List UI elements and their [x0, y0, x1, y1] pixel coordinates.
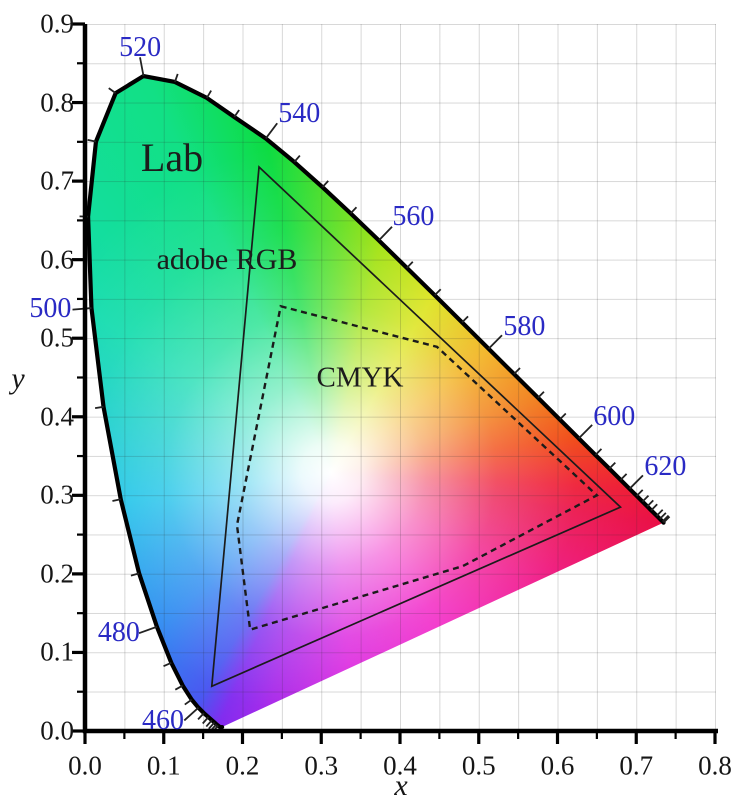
x-tick-label-0.3: 0.3 — [304, 750, 339, 781]
x-tick-label-0.2: 0.2 — [225, 750, 260, 781]
y-tick-label-0.8: 0.8 — [40, 87, 74, 118]
wavelength-tick-680 — [661, 514, 670, 523]
wavelength-tick-495 — [94, 405, 104, 409]
wavelength-tick-540 — [265, 122, 278, 139]
y-tick-label-0.6: 0.6 — [40, 244, 74, 275]
wavelength-tick-600 — [578, 424, 593, 440]
y-tick-label-0.0: 0.0 — [40, 715, 74, 746]
wavelength-tick-550 — [321, 180, 329, 188]
wavelength-tick-480 — [138, 625, 158, 635]
wavelength-tick-545 — [293, 154, 301, 163]
y-tick-label-0.3: 0.3 — [40, 479, 74, 510]
wavelength-tick-580 — [487, 334, 503, 350]
wavelength-label-540: 540 — [278, 98, 321, 130]
wavelength-tick-555 — [349, 206, 358, 215]
x-axis-label: x — [394, 769, 408, 802]
wavelength-tick-515 — [108, 87, 117, 94]
x-tick-label-0.7: 0.7 — [619, 750, 654, 781]
gamut-cmyk — [235, 304, 599, 632]
gamut-adobe-rgb — [210, 165, 623, 688]
wavelength-tick-475 — [163, 661, 172, 668]
x-tick-label-0.6: 0.6 — [540, 750, 575, 781]
wavelength-tick-450 — [202, 716, 209, 725]
y-tick-label-0.1: 0.1 — [40, 636, 74, 667]
wavelength-tick-610 — [608, 461, 616, 470]
wavelength-tick-445 — [205, 719, 213, 728]
wavelength-label-500: 500 — [29, 293, 72, 325]
wavelength-tick-640 — [650, 503, 658, 511]
wavelength-tick-530 — [206, 90, 212, 99]
wavelength-tick-605 — [594, 448, 603, 456]
wavelength-label-520: 520 — [119, 31, 162, 63]
y-tick-label-0.4: 0.4 — [40, 401, 74, 432]
wavelength-tick-625 — [636, 489, 644, 497]
wavelength-tick-440 — [208, 721, 216, 730]
wavelength-tick-565 — [406, 261, 414, 269]
wavelength-tick-575 — [461, 315, 469, 323]
wavelength-tick-630 — [641, 494, 650, 503]
wavelength-label-460: 460 — [141, 704, 184, 736]
wavelength-tick-570 — [434, 288, 442, 296]
annotation-lab: Lab — [140, 134, 204, 180]
wavelength-tick-465 — [184, 698, 193, 706]
x-tick-label-0.5: 0.5 — [461, 750, 496, 781]
wavelength-tick-520 — [139, 57, 145, 77]
x-tick-label-0.8: 0.8 — [698, 750, 732, 781]
wavelength-tick-535 — [233, 109, 240, 118]
y-tick-label-0.2: 0.2 — [40, 558, 74, 589]
wavelength-tick-635 — [646, 499, 654, 508]
y-tick-label-0.9: 0.9 — [40, 8, 74, 39]
wavelength-label-600: 600 — [593, 400, 636, 432]
wavelength-tick-525 — [174, 73, 179, 83]
wavelength-tick-590 — [537, 391, 545, 399]
wavelength-tick-650 — [656, 509, 664, 517]
wavelength-label-580: 580 — [503, 311, 546, 343]
wavelength-label-480: 480 — [97, 616, 140, 648]
wavelength-tick-485 — [130, 572, 140, 577]
wavelength-tick-510 — [87, 138, 97, 143]
y-tick-label-0.7: 0.7 — [40, 165, 74, 196]
wavelength-tick-455 — [197, 712, 205, 720]
wavelength-tick-620 — [628, 474, 644, 490]
wavelength-tick-660 — [659, 512, 667, 520]
wavelength-tick-585 — [513, 367, 521, 375]
wavelength-tick-470 — [174, 684, 184, 691]
wavelength-tick-460 — [183, 707, 200, 722]
wavelength-tick-615 — [619, 473, 628, 481]
annotation-adobe-rgb: adobe RGB — [156, 243, 298, 277]
wavelength-tick-595 — [559, 412, 567, 421]
y-tick-label-0.5: 0.5 — [40, 322, 74, 353]
wavelength-tick-700 — [662, 515, 671, 524]
x-tick-label-0.1: 0.1 — [146, 750, 181, 781]
annotation-cmyk: CMYK — [316, 361, 404, 393]
wavelength-label-560: 560 — [392, 201, 435, 233]
wavelength-label-620: 620 — [644, 451, 687, 483]
x-tick-label-0.0: 0.0 — [68, 750, 102, 781]
spectral-locus-outline — [85, 73, 666, 730]
wavelength-tick-560 — [378, 226, 393, 242]
y-axis-label: y — [11, 362, 25, 396]
x-tick-label-0.4: 0.4 — [383, 750, 417, 781]
wavelength-tick-500 — [72, 307, 92, 311]
wavelength-tick-490 — [112, 498, 121, 502]
